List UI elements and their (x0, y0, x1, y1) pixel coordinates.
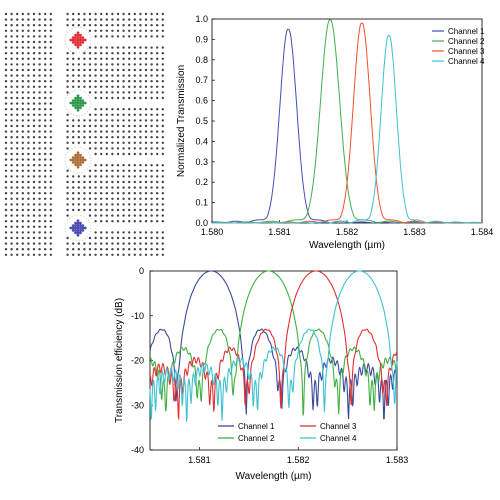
y-tick-label: -40 (131, 445, 144, 455)
x-axis-label: Wavelength (µm) (236, 471, 312, 482)
legend-label: Channel 4 (448, 57, 485, 66)
legend-label: Channel 3 (448, 47, 485, 56)
y-tick-label: 0.6 (195, 96, 208, 106)
y-tick-label: 0.4 (195, 136, 208, 146)
x-tick-label: 1.582 (336, 227, 359, 237)
y-tick-label: 0.9 (195, 34, 208, 44)
normalized-transmission-chart: 0.0 0.1 0.2 0.3 0.4 0.5 0.6 0.7 0.8 0.9 1.0 1.580 1.… (176, 14, 494, 251)
y-tick-label: 0.0 (195, 218, 208, 228)
y-tick-label: 0.1 (195, 198, 208, 208)
series-line-1 (212, 28, 482, 224)
cavity-1 (64, 26, 92, 54)
y-axis-label: Normalized Transmission (176, 65, 187, 177)
legend-label: Channel 1 (238, 422, 275, 431)
x-tick-label: 1.581 (188, 455, 211, 465)
y-tick-label: 0.3 (195, 157, 208, 167)
y-tick-label: -10 (131, 311, 144, 321)
x-axis-label: Wavelength (µm) (309, 240, 385, 251)
cavity-2 (64, 89, 92, 117)
y-tick-label: 0.8 (195, 55, 208, 65)
x-tick-label: 1.582 (287, 455, 310, 465)
y-tick-label: 0.5 (195, 116, 208, 126)
series-line-4 (149, 270, 398, 422)
y-tick-label: 0.2 (195, 177, 208, 187)
x-tick-label: 1.580 (201, 227, 224, 237)
legend-label: Channel 3 (320, 422, 357, 431)
legend: Channel 1 Channel 2 Channel 3 Channel 4 (218, 422, 357, 443)
transmission-efficiency-chart: 0 -10 -20 -30 -40 1.581 1.582 1.583 Wavelength (… (114, 266, 409, 482)
y-tick-label: 1.0 (195, 14, 208, 24)
series-line-3 (149, 270, 398, 420)
series-line-1 (149, 270, 398, 420)
legend-label: Channel 2 (238, 434, 275, 443)
x-tick-label: 1.583 (386, 455, 409, 465)
y-tick-label: 0 (139, 266, 144, 276)
series-line-3 (212, 22, 482, 224)
x-tick-label: 1.581 (268, 227, 291, 237)
x-tick-label: 1.583 (403, 227, 426, 237)
legend-label: Channel 4 (320, 434, 357, 443)
x-tick-label: 1.584 (471, 227, 494, 237)
cavity-4 (64, 214, 92, 242)
series-line-2 (149, 270, 398, 416)
cavity-3 (64, 146, 92, 174)
legend-label: Channel 1 (448, 27, 485, 36)
plot-frame (211, 18, 483, 224)
y-tick-label: -30 (131, 400, 144, 410)
y-tick-label: -20 (131, 356, 144, 366)
y-tick-label: 0.7 (195, 75, 208, 85)
y-axis-label: Transmission efficiency (dB) (114, 298, 125, 423)
lattice-holes (4, 12, 164, 256)
legend-label: Channel 2 (448, 37, 485, 46)
photonic-crystal-lattice (4, 12, 164, 256)
series-line-4 (212, 34, 482, 224)
